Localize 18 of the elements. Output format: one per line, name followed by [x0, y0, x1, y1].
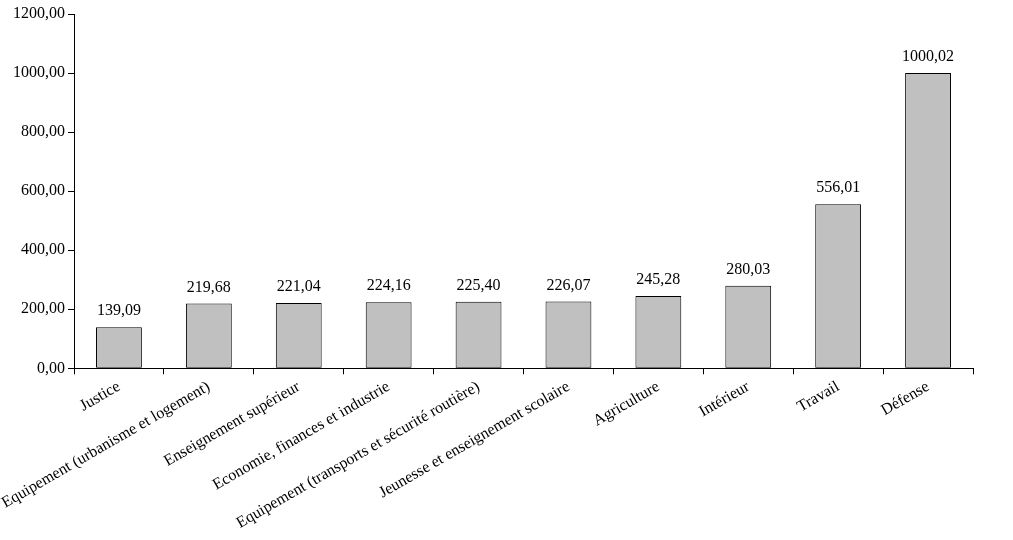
x-tick-label: Justice	[76, 377, 123, 414]
data-label: 225,40	[456, 275, 501, 293]
data-label: 226,07	[546, 275, 591, 293]
data-label: 221,04	[276, 277, 321, 295]
data-label: 219,68	[186, 277, 231, 295]
y-tick-label: 600,00	[21, 181, 65, 199]
data-label: 245,28	[636, 270, 681, 288]
data-label: 224,16	[366, 276, 411, 294]
y-tick-label: 1200,00	[13, 4, 65, 22]
data-label: 1000,02	[902, 47, 955, 65]
y-tick-label: 200,00	[21, 299, 65, 317]
data-label: 280,03	[726, 259, 771, 277]
y-tick-label: 1000,00	[13, 63, 65, 81]
data-label: 139,09	[96, 301, 141, 319]
y-tick-label: 0,00	[37, 358, 65, 376]
y-tick-label: 800,00	[21, 122, 65, 140]
data-label: 556,01	[816, 178, 861, 196]
y-tick-label: 400,00	[21, 240, 65, 258]
